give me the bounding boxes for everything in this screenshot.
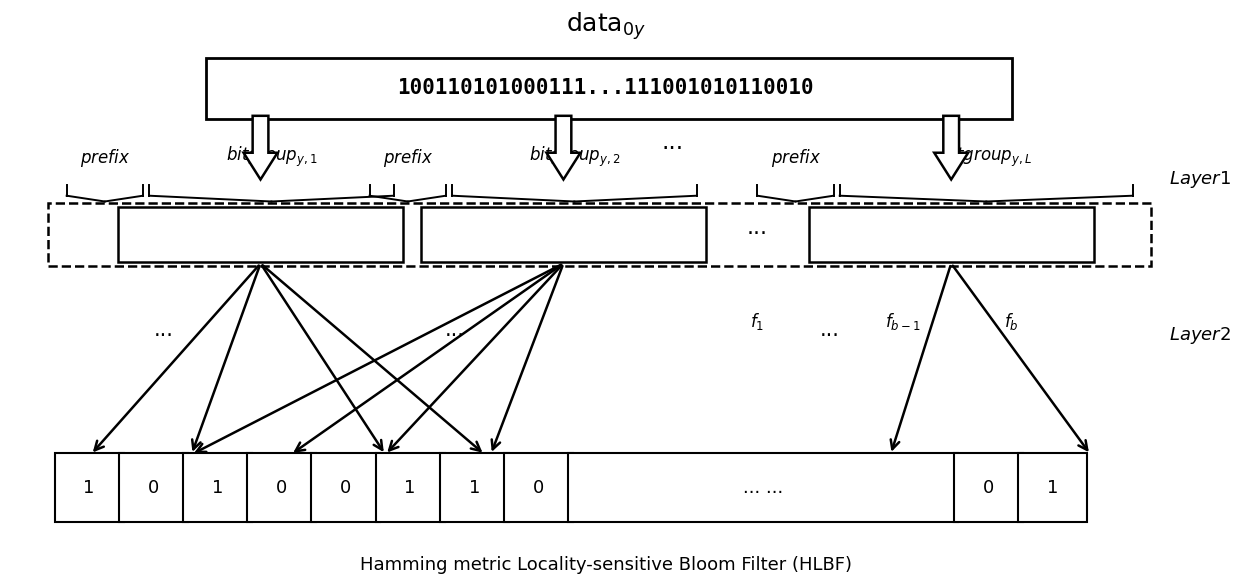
Text: 1: 1 <box>404 479 415 497</box>
Text: $\mathit{bitgroup}_{y,1}$: $\mathit{bitgroup}_{y,1}$ <box>226 145 317 169</box>
Text: ...: ... <box>444 320 464 340</box>
Text: 0...10,1001101011: 0...10,1001101011 <box>471 225 656 244</box>
Text: $\mathit{prefix}$: $\mathit{prefix}$ <box>383 147 434 169</box>
Text: $\mathit{Layer2}$: $\mathit{Layer2}$ <box>1169 325 1231 346</box>
Text: 0...01,1010111110: 0...01,1010111110 <box>169 225 353 244</box>
Text: 0: 0 <box>277 479 288 497</box>
Text: $f_1$: $f_1$ <box>750 311 764 332</box>
Text: 0: 0 <box>533 479 544 497</box>
FancyBboxPatch shape <box>118 207 403 262</box>
Text: $f_b$: $f_b$ <box>1004 311 1019 332</box>
FancyBboxPatch shape <box>568 453 959 522</box>
Text: 1: 1 <box>1047 479 1058 497</box>
Text: $\mathrm{data_{0\mathit{y}}}$: $\mathrm{data_{0\mathit{y}}}$ <box>565 10 646 42</box>
Text: ···: ··· <box>746 225 768 244</box>
FancyBboxPatch shape <box>808 207 1094 262</box>
Text: 0: 0 <box>982 479 993 497</box>
Text: ...: ... <box>661 130 683 154</box>
Text: 1...11,0010011010: 1...11,0010011010 <box>859 225 1044 244</box>
FancyBboxPatch shape <box>1018 453 1087 522</box>
Text: 0: 0 <box>148 479 159 497</box>
FancyBboxPatch shape <box>954 453 1023 522</box>
Text: $\mathit{bitgroup}_{y,2}$: $\mathit{bitgroup}_{y,2}$ <box>528 145 620 169</box>
Text: ... ...: ... ... <box>743 479 784 497</box>
Text: 0: 0 <box>340 479 352 497</box>
FancyBboxPatch shape <box>422 207 706 262</box>
Text: $\mathit{bitgroup}_{y,L}$: $\mathit{bitgroup}_{y,L}$ <box>941 145 1032 169</box>
FancyBboxPatch shape <box>247 453 316 522</box>
FancyBboxPatch shape <box>55 453 124 522</box>
FancyBboxPatch shape <box>311 453 381 522</box>
FancyBboxPatch shape <box>206 58 1012 119</box>
Text: 1: 1 <box>83 479 94 497</box>
Text: 100110101000111...111001010110010: 100110101000111...111001010110010 <box>398 78 815 98</box>
Text: $\mathit{prefix}$: $\mathit{prefix}$ <box>81 147 130 169</box>
Text: ...: ... <box>154 320 174 340</box>
Polygon shape <box>243 116 278 179</box>
Text: 1: 1 <box>212 479 223 497</box>
FancyBboxPatch shape <box>119 453 187 522</box>
FancyBboxPatch shape <box>376 453 445 522</box>
Polygon shape <box>934 116 968 179</box>
Text: Hamming metric Locality-sensitive Bloom Filter (HLBF): Hamming metric Locality-sensitive Bloom … <box>360 555 852 574</box>
Text: $\mathit{Layer1}$: $\mathit{Layer1}$ <box>1169 169 1231 190</box>
Text: 1: 1 <box>469 479 480 497</box>
Text: $\mathit{prefix}$: $\mathit{prefix}$ <box>771 147 821 169</box>
FancyBboxPatch shape <box>505 453 573 522</box>
FancyBboxPatch shape <box>440 453 508 522</box>
Polygon shape <box>547 116 580 179</box>
Text: ...: ... <box>820 320 839 340</box>
Text: $f_{b-1}$: $f_{b-1}$ <box>885 311 920 332</box>
FancyBboxPatch shape <box>184 453 252 522</box>
